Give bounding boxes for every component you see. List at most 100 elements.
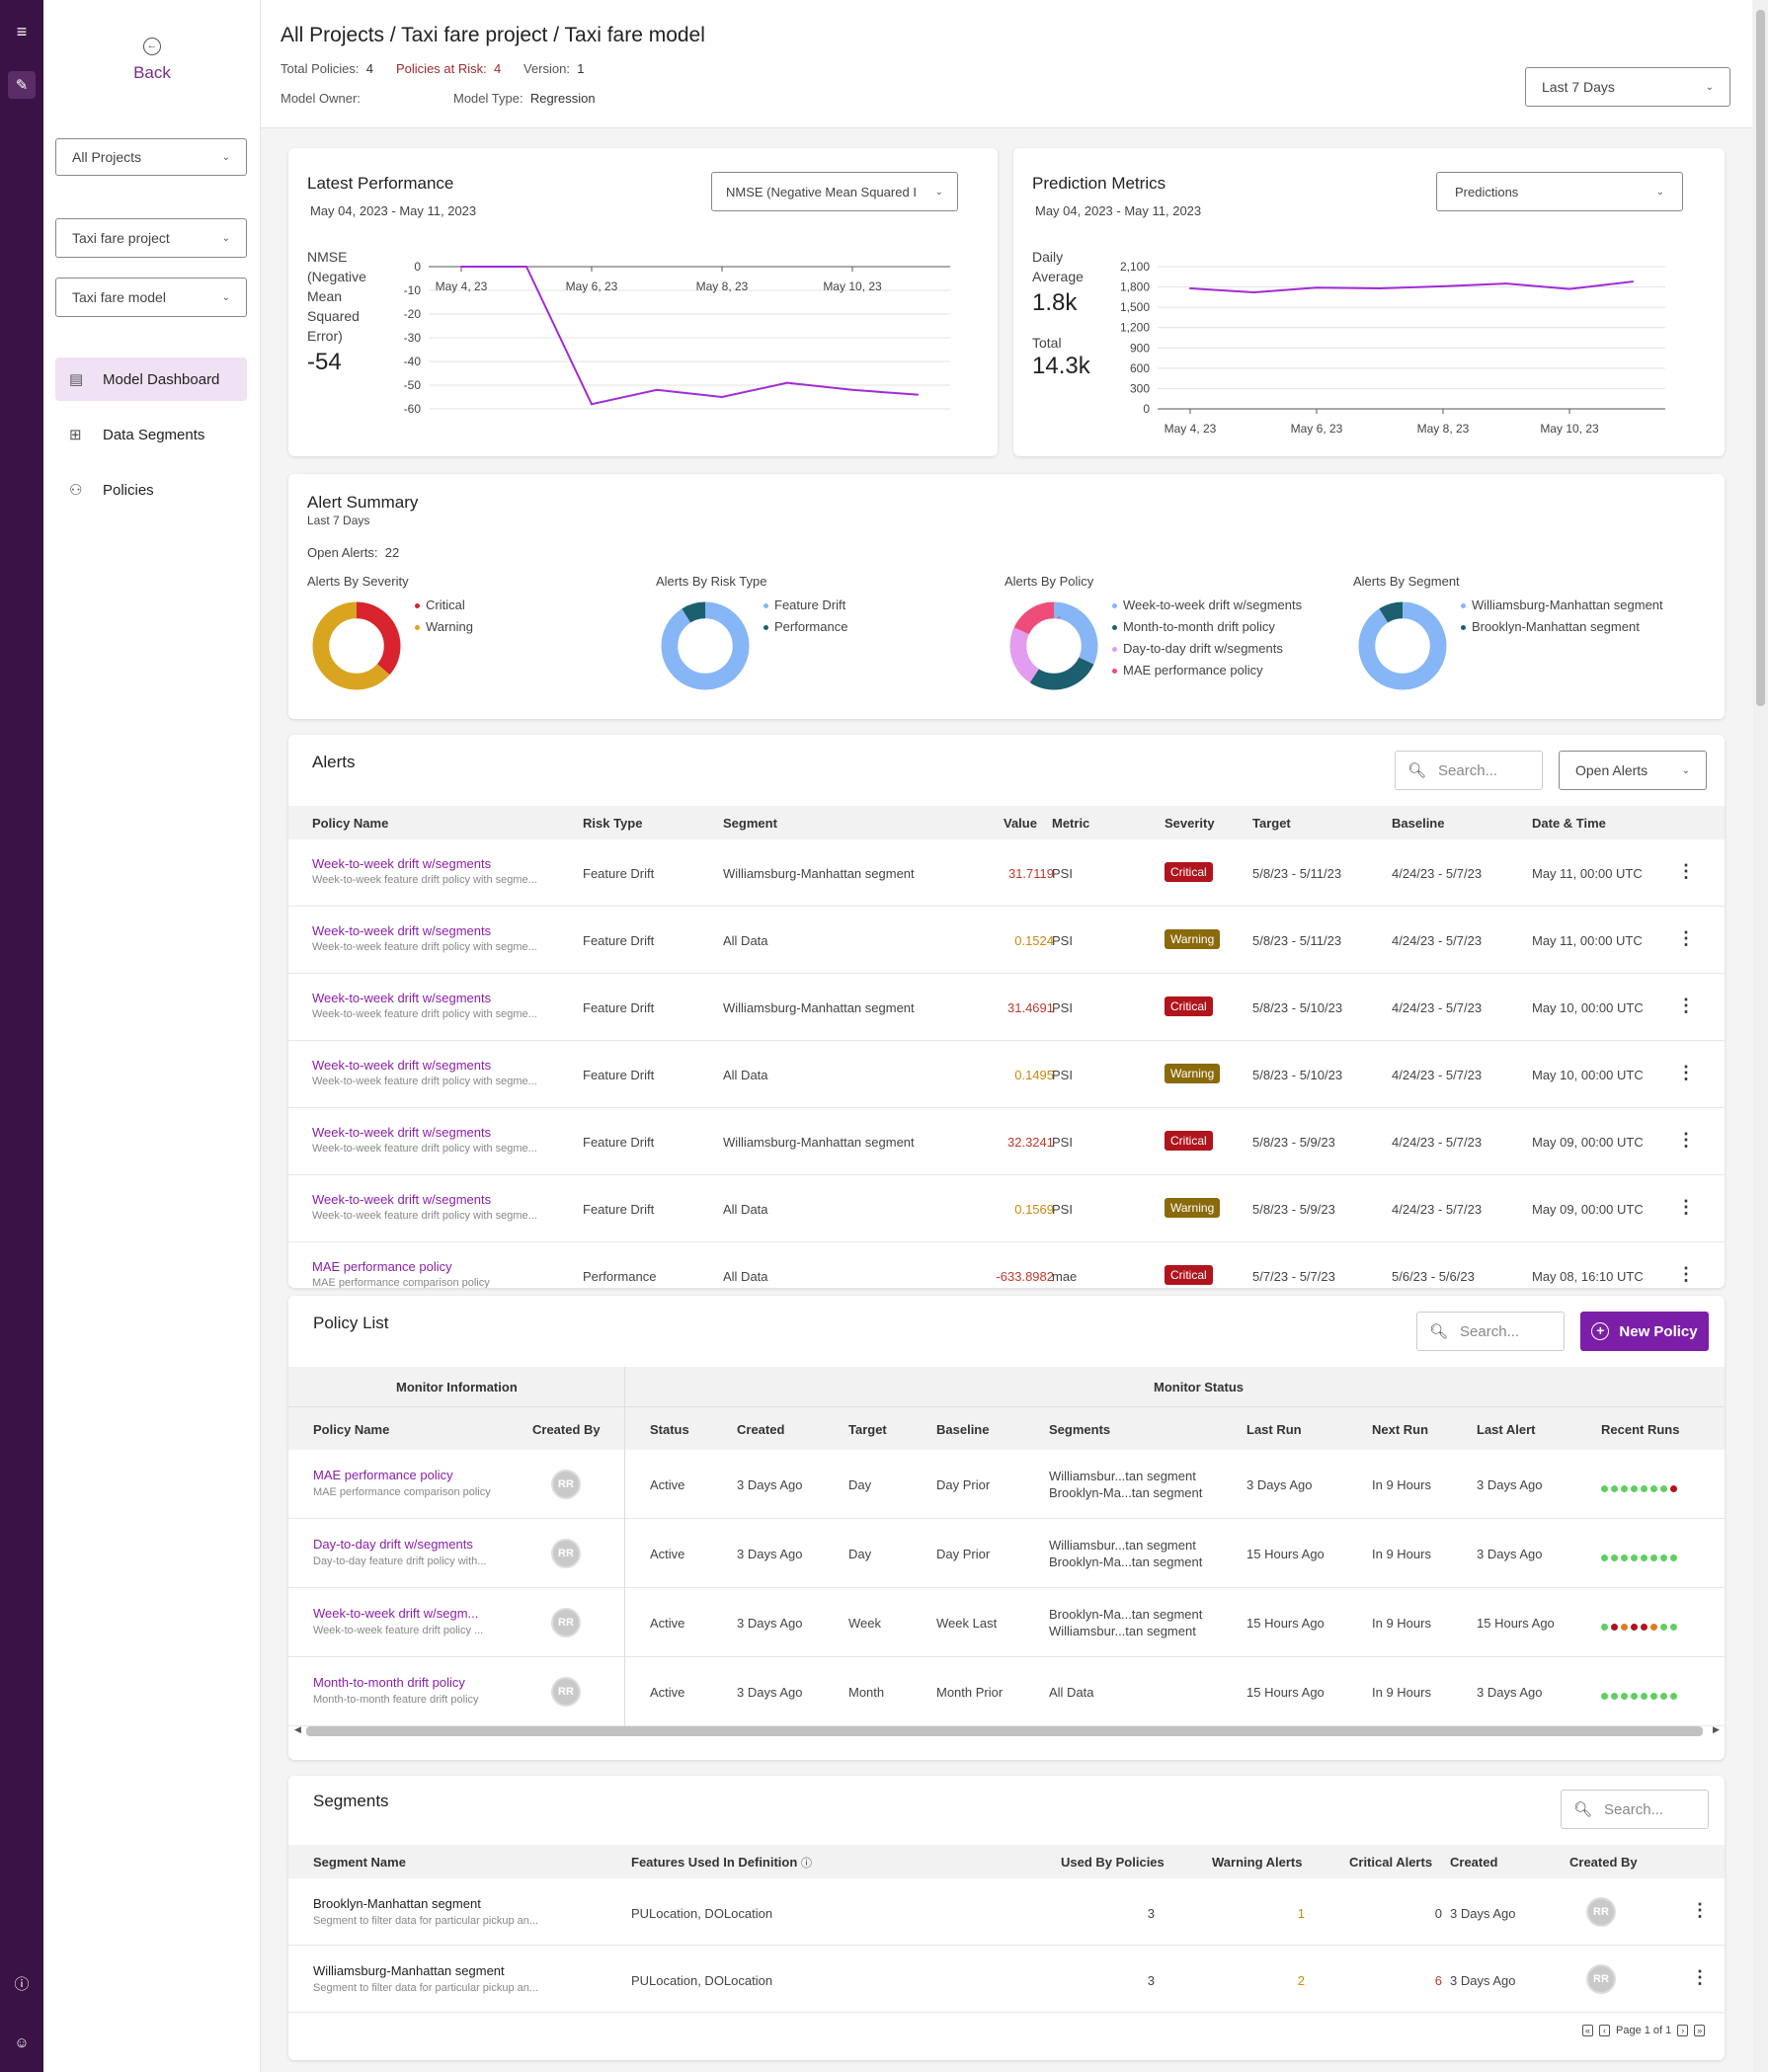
type-value: Regression bbox=[529, 91, 596, 106]
policy-status: Active bbox=[650, 1685, 685, 1700]
first-page-icon[interactable]: « bbox=[1582, 2025, 1594, 2036]
prev-page-icon[interactable]: ‹ bbox=[1599, 2025, 1611, 2036]
policy-name-link[interactable]: Week-to-week drift w/segments bbox=[312, 856, 492, 871]
policy-name-link[interactable]: Month-to-month drift policy bbox=[313, 1675, 465, 1690]
avatar: RR bbox=[551, 1608, 581, 1637]
policy-name-link[interactable]: Day-to-day drift w/segments bbox=[313, 1537, 473, 1552]
model-select[interactable]: Taxi fare model ⌄ bbox=[55, 278, 247, 317]
alert-value: -633.8982 bbox=[996, 1269, 1054, 1284]
next-page-icon[interactable]: › bbox=[1677, 2025, 1689, 2036]
more-options-icon[interactable]: ⋮ bbox=[1677, 1063, 1695, 1082]
chevron-down-icon: ⌄ bbox=[221, 291, 230, 303]
daily-average-label: Daily Average bbox=[1032, 249, 1084, 284]
policy-baseline: Month Prior bbox=[936, 1685, 1004, 1700]
help-icon[interactable]: ⓘ bbox=[14, 1975, 30, 1993]
donut-slice bbox=[1009, 601, 1098, 690]
last-alert: 3 Days Ago bbox=[1477, 1477, 1543, 1492]
col-last-run: Last Run bbox=[1246, 1422, 1302, 1437]
more-options-icon[interactable]: ⋮ bbox=[1691, 1900, 1709, 1920]
daily-average-value: 1.8k bbox=[1032, 289, 1078, 316]
col-created-by: Created By bbox=[1569, 1855, 1638, 1870]
policy-name-link[interactable]: Week-to-week drift w/segments bbox=[312, 1192, 492, 1207]
metric-name: NMSE (Negative Mean Squared Error) bbox=[307, 249, 366, 344]
card-title: Prediction Metrics bbox=[1032, 174, 1166, 193]
policy-name-link[interactable]: MAE performance policy bbox=[313, 1468, 453, 1482]
col-recent-runs: Recent Runs bbox=[1601, 1422, 1680, 1437]
alerts-search-input[interactable]: 🔍︎ Search... bbox=[1395, 751, 1543, 790]
project-value: Taxi fare project bbox=[72, 230, 170, 246]
policy-name-link[interactable]: Week-to-week drift w/segments bbox=[312, 923, 492, 938]
sidebar-item-model-dashboard[interactable]: ▤ Model Dashboard bbox=[55, 358, 247, 401]
policy-search-input[interactable]: 🔍︎ Search... bbox=[1416, 1312, 1565, 1351]
more-options-icon[interactable]: ⋮ bbox=[1677, 928, 1695, 948]
metric-name: PSI bbox=[1052, 1135, 1073, 1150]
page-indicator: Page 1 of 1 bbox=[1616, 2025, 1672, 2036]
y-tick-label: -50 bbox=[404, 378, 422, 392]
data-point bbox=[1505, 282, 1507, 285]
more-options-icon[interactable]: ⋮ bbox=[1677, 996, 1695, 1015]
scroll-left-icon[interactable]: ◀ bbox=[294, 1724, 301, 1734]
more-options-icon[interactable]: ⋮ bbox=[1677, 1130, 1695, 1150]
avatar: RR bbox=[551, 1677, 581, 1707]
col-target: Target bbox=[848, 1422, 887, 1437]
more-options-icon[interactable]: ⋮ bbox=[1677, 861, 1695, 881]
run-status-dot bbox=[1611, 1624, 1618, 1631]
table-row: Week-to-week drift w/segments Week-to-wee… bbox=[288, 907, 1725, 974]
donut-title: Alerts By Severity bbox=[307, 574, 409, 589]
donut-title: Alerts By Policy bbox=[1005, 574, 1094, 589]
run-status-dot bbox=[1660, 1485, 1667, 1492]
menu-icon[interactable]: ≡ bbox=[16, 21, 28, 41]
legend-item: Week-to-week drift w/segments bbox=[1112, 595, 1302, 616]
date-range-select[interactable]: Last 7 Days ⌄ bbox=[1525, 67, 1730, 107]
policy-name-link[interactable]: Week-to-week drift w/segments bbox=[312, 1058, 492, 1073]
last-page-icon[interactable]: » bbox=[1694, 2025, 1706, 2036]
alerts-filter-select[interactable]: Open Alerts ⌄ bbox=[1559, 751, 1707, 790]
y-tick-label: 2,100 bbox=[1120, 260, 1150, 274]
models-icon[interactable]: ✎ bbox=[8, 71, 36, 99]
y-tick-label: 600 bbox=[1130, 361, 1150, 375]
horizontal-scrollbar[interactable] bbox=[306, 1726, 1703, 1736]
run-status-dot bbox=[1611, 1693, 1618, 1700]
segment-name-link[interactable]: Williamsburg-Manhattan segment bbox=[313, 1963, 505, 1978]
info-icon[interactable]: ⓘ bbox=[800, 1858, 812, 1870]
x-tick-label: May 6, 23 bbox=[566, 279, 618, 293]
policy-name-link[interactable]: MAE performance policy bbox=[312, 1259, 452, 1274]
page-scrollbar-thumb[interactable] bbox=[1756, 10, 1765, 706]
sidebar-item-data-segments[interactable]: ⊞ Data Segments bbox=[55, 413, 247, 456]
col-status: Status bbox=[650, 1422, 689, 1437]
project-filter-select[interactable]: All Projects ⌄ bbox=[55, 138, 247, 176]
target-range: 5/8/23 - 5/11/23 bbox=[1252, 866, 1342, 881]
segments-search-input[interactable]: 🔍︎ Search... bbox=[1561, 1790, 1709, 1829]
run-status-dot bbox=[1670, 1554, 1677, 1561]
data-point bbox=[1252, 291, 1254, 294]
user-icon[interactable]: ☺ bbox=[14, 2033, 30, 2051]
used-by-policies: 3 bbox=[1147, 1906, 1155, 1921]
more-options-icon[interactable]: ⋮ bbox=[1677, 1264, 1695, 1284]
donut-chart bbox=[312, 601, 401, 690]
back-button[interactable]: ← Back bbox=[43, 38, 261, 83]
legend-label: Feature Drift bbox=[774, 598, 846, 612]
sidebar-item-policies[interactable]: ⚇ Policies bbox=[55, 468, 247, 512]
date-range-value: Last 7 Days bbox=[1542, 79, 1615, 95]
data-point bbox=[721, 396, 723, 398]
prediction-select[interactable]: Predictions ⌄ bbox=[1436, 172, 1683, 211]
segment-name-link[interactable]: Brooklyn-Manhattan segment bbox=[313, 1896, 481, 1911]
policy-name-link[interactable]: Week-to-week drift w/segments bbox=[312, 991, 492, 1005]
more-options-icon[interactable]: ⋮ bbox=[1677, 1197, 1695, 1217]
policy-name-link[interactable]: Week-to-week drift w/segm... bbox=[313, 1606, 479, 1621]
project-select[interactable]: Taxi fare project ⌄ bbox=[55, 218, 247, 258]
total-label: Total bbox=[1032, 335, 1062, 351]
y-tick-label: 300 bbox=[1130, 381, 1150, 395]
run-status-dot bbox=[1660, 1554, 1667, 1561]
metric-select[interactable]: NMSE (Negative Mean Squared I ⌄ bbox=[711, 172, 958, 211]
more-options-icon[interactable]: ⋮ bbox=[1691, 1967, 1709, 1987]
critical-alerts: 0 bbox=[1434, 1906, 1442, 1921]
policy-name-link[interactable]: Week-to-week drift w/segments bbox=[312, 1125, 492, 1140]
search-placeholder: Search... bbox=[1604, 1800, 1664, 1818]
data-point bbox=[851, 388, 853, 391]
donut-slice bbox=[1009, 601, 1098, 690]
scroll-right-icon[interactable]: ▶ bbox=[1713, 1724, 1720, 1734]
policy-description: Month-to-month feature drift policy bbox=[313, 1694, 479, 1706]
new-policy-button[interactable]: + New Policy bbox=[1580, 1312, 1709, 1351]
col-created-by: Created By bbox=[532, 1422, 601, 1437]
